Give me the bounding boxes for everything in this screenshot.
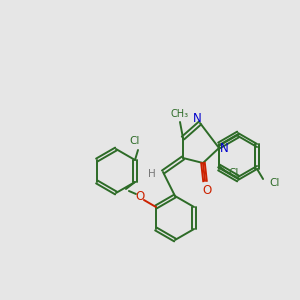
- Text: O: O: [135, 190, 145, 203]
- Text: N: N: [193, 112, 201, 124]
- Text: N: N: [220, 142, 228, 155]
- Text: CH₃: CH₃: [171, 109, 189, 119]
- Text: Cl: Cl: [130, 136, 140, 146]
- Text: Cl: Cl: [229, 168, 239, 178]
- Text: Cl: Cl: [270, 178, 280, 188]
- Text: O: O: [202, 184, 211, 196]
- Text: H: H: [148, 169, 156, 179]
